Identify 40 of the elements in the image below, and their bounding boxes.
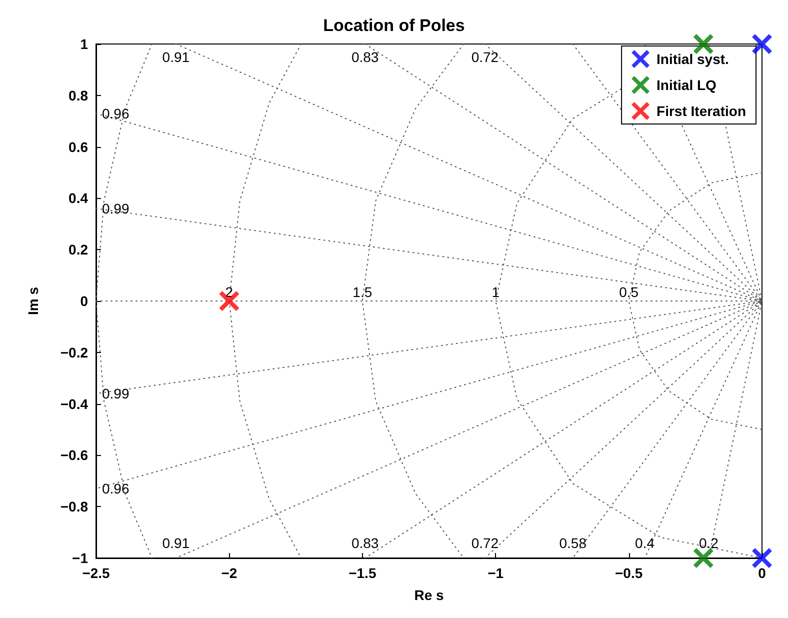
y-tick-label: 0 xyxy=(80,293,88,309)
x-tick-label: −1.5 xyxy=(348,565,376,581)
annotation: 0.58 xyxy=(559,535,587,551)
annotation: 0.72 xyxy=(471,535,499,551)
annotation: 0.4 xyxy=(635,535,655,551)
annotation: 0.5 xyxy=(619,284,639,300)
annotation: 0.99 xyxy=(102,200,130,216)
x-tick-label: −2 xyxy=(221,565,238,581)
y-tick-label: −0.8 xyxy=(60,498,88,515)
x-axis-title: Re s xyxy=(414,587,444,603)
annotation: 0.96 xyxy=(102,480,130,497)
y-tick-label: −0.6 xyxy=(60,447,88,464)
y-axis-title: Im s xyxy=(25,286,41,316)
annotation: 0.91 xyxy=(162,535,190,551)
chart-title: Location of Poles xyxy=(323,16,465,35)
annotation: 0.83 xyxy=(351,49,379,65)
x-tick-label: −2.5 xyxy=(82,565,110,581)
x-tick-label: 0 xyxy=(758,565,766,581)
y-tick-label: −0.4 xyxy=(60,396,88,412)
y-tick-label: −1 xyxy=(72,550,88,566)
legend-label: Initial LQ xyxy=(656,77,717,93)
annotation: 0.99 xyxy=(102,386,130,402)
annotation: 0.2 xyxy=(698,535,719,551)
x-tick-label: −1 xyxy=(488,565,504,581)
annotation: 0.83 xyxy=(351,535,379,551)
annotation: 1.5 xyxy=(352,284,372,300)
y-tick-label: 0.2 xyxy=(68,242,88,258)
annotation: 0.72 xyxy=(471,49,499,65)
y-tick-label: 0.4 xyxy=(68,190,88,206)
annotation: 1 xyxy=(492,284,500,300)
annotation: 2 xyxy=(225,284,234,300)
legend-label: First Iteration xyxy=(656,103,746,119)
y-tick-label: 1 xyxy=(80,36,88,52)
y-tick-label: 0.6 xyxy=(68,138,88,155)
legend-label: Initial syst. xyxy=(656,51,729,67)
y-tick-label: 0.8 xyxy=(68,87,88,104)
x-tick-label: −0.5 xyxy=(614,565,643,581)
y-tick-label: −0.2 xyxy=(60,344,88,360)
annotation: 0.96 xyxy=(102,105,130,122)
annotation: 0.91 xyxy=(162,49,190,65)
